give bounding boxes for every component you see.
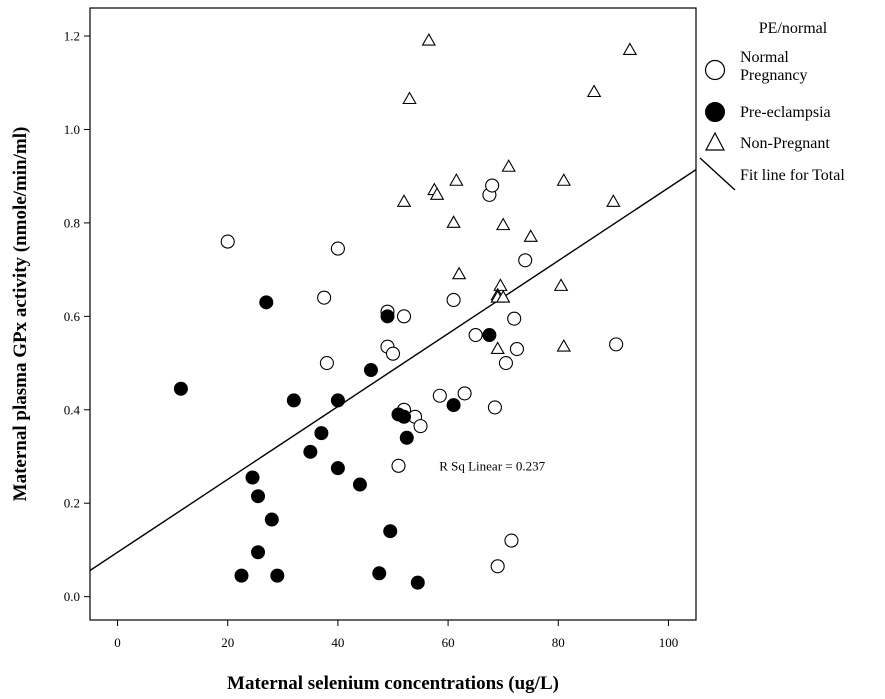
point-s2-8 bbox=[501, 159, 516, 172]
point-s0-1 bbox=[330, 241, 345, 256]
data-points bbox=[173, 32, 638, 590]
point-s2-6 bbox=[429, 187, 445, 200]
point-s1-17 bbox=[251, 489, 266, 504]
point-s1-19 bbox=[251, 545, 266, 560]
point-s1-23 bbox=[410, 575, 425, 590]
r-squared-annotation: R Sq Linear = 0.237 bbox=[439, 459, 545, 474]
point-s1-0 bbox=[173, 381, 188, 396]
legend-label-0-1: Pregnancy bbox=[740, 67, 808, 84]
point-s0-22 bbox=[518, 253, 533, 268]
point-s0-5 bbox=[396, 309, 412, 324]
x-tick-label-2: 40 bbox=[331, 635, 344, 650]
point-s2-4 bbox=[396, 194, 412, 207]
point-s0-3 bbox=[319, 356, 334, 371]
point-s0-23 bbox=[609, 337, 624, 352]
fit-line-group bbox=[90, 169, 696, 572]
point-s0-2 bbox=[317, 290, 332, 305]
legend-title: PE/normal bbox=[759, 20, 828, 37]
y-tick-label-1: 0.2 bbox=[64, 496, 80, 511]
legend-label-0-0: Normal bbox=[740, 49, 789, 66]
point-s2-7 bbox=[449, 173, 464, 186]
x-tick-label-0: 0 bbox=[114, 635, 121, 650]
point-s0-21 bbox=[487, 400, 502, 415]
point-s1-13 bbox=[446, 398, 461, 413]
y-axis: 0.0 0.2 0.4 0.6 0.8 1.0 1.2 bbox=[64, 29, 90, 604]
point-s1-2 bbox=[286, 393, 301, 408]
fit-line bbox=[90, 169, 696, 572]
point-s1-12 bbox=[399, 430, 414, 445]
point-s1-21 bbox=[270, 568, 285, 583]
y-tick-label-5: 1.0 bbox=[64, 122, 80, 137]
point-s1-8 bbox=[363, 363, 378, 378]
x-axis-title: Maternal selenium concentrations (ug/L) bbox=[227, 673, 559, 694]
x-tick-label-5: 100 bbox=[659, 635, 679, 650]
point-s2-2 bbox=[622, 42, 638, 55]
y-axis-title: Maternal plasma GPx activity (nmole/min/… bbox=[10, 127, 31, 502]
y-tick-label-0: 0.0 bbox=[64, 589, 80, 604]
point-s0-24 bbox=[504, 533, 519, 548]
point-s1-15 bbox=[383, 524, 398, 539]
point-s1-9 bbox=[380, 309, 395, 324]
point-s2-19 bbox=[553, 278, 569, 291]
point-s2-0 bbox=[421, 32, 437, 46]
legend-label-1-0: Pre-eclampsia bbox=[740, 104, 831, 121]
point-s1-4 bbox=[330, 393, 345, 408]
point-s1-18 bbox=[264, 512, 279, 527]
point-s0-19 bbox=[509, 341, 525, 357]
point-s1-11 bbox=[397, 409, 412, 424]
x-tick-label-1: 20 bbox=[221, 635, 234, 650]
y-tick-label-3: 0.6 bbox=[64, 309, 81, 324]
point-s1-20 bbox=[234, 568, 249, 583]
point-s2-21 bbox=[556, 338, 571, 352]
x-axis: 0 20 40 60 80 100 bbox=[114, 620, 678, 650]
point-s1-16 bbox=[245, 470, 260, 485]
point-s2-3 bbox=[586, 84, 602, 98]
point-s0-15 bbox=[468, 327, 483, 343]
point-s2-14 bbox=[451, 266, 467, 280]
point-s2-20 bbox=[490, 341, 505, 354]
x-tick-label-4: 80 bbox=[552, 635, 565, 650]
point-s0-0 bbox=[220, 234, 235, 249]
point-s2-18 bbox=[495, 289, 511, 303]
point-s2-11 bbox=[446, 215, 461, 228]
point-s2-12 bbox=[495, 217, 511, 231]
point-s2-10 bbox=[606, 194, 621, 207]
y-tick-label-2: 0.4 bbox=[64, 402, 81, 417]
legend-marker-1 bbox=[705, 102, 725, 122]
point-s0-18 bbox=[507, 311, 522, 326]
point-s1-3 bbox=[314, 426, 329, 441]
point-s1-1 bbox=[259, 295, 274, 310]
point-s2-1 bbox=[402, 91, 417, 105]
point-s2-13 bbox=[523, 229, 538, 242]
legend-marker-0 bbox=[704, 59, 726, 81]
point-s0-25 bbox=[490, 559, 505, 574]
point-s0-20 bbox=[498, 356, 513, 371]
legend-label-3-0: Fit line for Total bbox=[740, 167, 845, 184]
point-s0-17 bbox=[485, 178, 500, 193]
legend-line-icon bbox=[699, 157, 736, 191]
point-s0-7 bbox=[385, 346, 401, 361]
legend-label-2-0: Non-Pregnant bbox=[740, 135, 830, 152]
point-s0-13 bbox=[457, 386, 472, 401]
point-s1-22 bbox=[372, 566, 387, 581]
x-tick-label-3: 60 bbox=[442, 635, 455, 650]
point-s0-11 bbox=[391, 458, 406, 473]
point-s1-5 bbox=[303, 444, 318, 459]
point-s0-10 bbox=[413, 419, 428, 434]
legend-marker-2 bbox=[705, 131, 725, 151]
point-s1-14 bbox=[482, 328, 497, 343]
point-s0-12 bbox=[432, 388, 447, 403]
point-s1-6 bbox=[330, 461, 345, 476]
point-s1-7 bbox=[352, 477, 367, 492]
point-s0-14 bbox=[446, 292, 461, 308]
y-tick-label-4: 0.8 bbox=[64, 215, 80, 230]
y-tick-label-6: 1.2 bbox=[64, 29, 80, 44]
point-s2-15 bbox=[493, 278, 508, 291]
point-s2-9 bbox=[556, 173, 571, 186]
